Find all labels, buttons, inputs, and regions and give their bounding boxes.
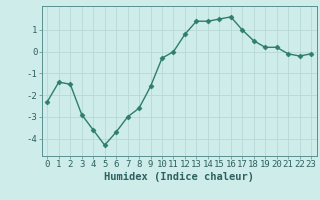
X-axis label: Humidex (Indice chaleur): Humidex (Indice chaleur) [104, 172, 254, 182]
